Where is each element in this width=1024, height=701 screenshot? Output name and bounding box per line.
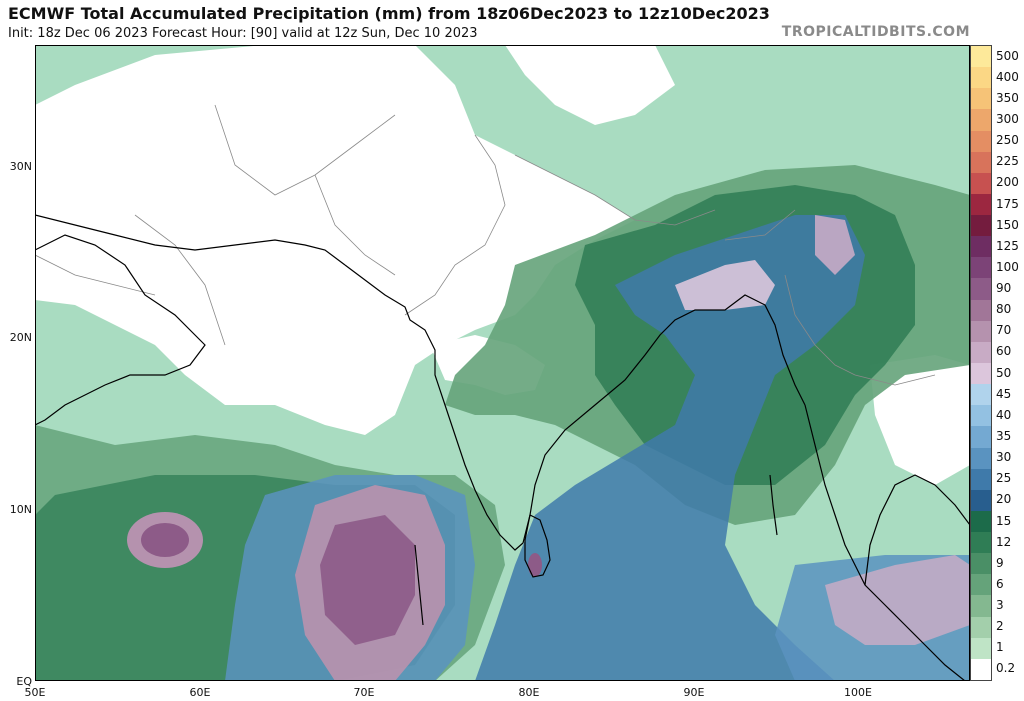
colorbar-segment <box>971 384 991 406</box>
colorbar-level-label: 225 <box>996 154 1019 169</box>
colorbar-segment <box>971 151 991 174</box>
colorbar-segment <box>971 236 991 258</box>
colorbar-level-label: 6 <box>996 576 1004 591</box>
colorbar-level-label: 0.2 <box>996 661 1016 676</box>
colorbar-level-label: 3 <box>996 598 1004 613</box>
precip-heavy-northeast <box>815 215 855 275</box>
colorbar-level-label: 400 <box>996 69 1019 84</box>
lon-label-90e: 90E <box>683 686 705 699</box>
colorbar-segment <box>971 215 991 237</box>
colorbar-segment <box>971 257 991 279</box>
colorbar-level-label: 40 <box>996 407 1012 422</box>
colorbar-segment <box>971 532 991 554</box>
colorbar-level-label: 80 <box>996 302 1012 317</box>
source-credit: TROPICALTIDBITS.COM <box>781 24 970 40</box>
map-title: ECMWF Total Accumulated Precipitation (m… <box>8 4 770 23</box>
lon-label-100e: 100E <box>844 686 872 699</box>
colorbar-segment <box>971 447 991 470</box>
colorbar-level-label: 175 <box>996 196 1019 211</box>
lat-label-20n: 20N <box>9 331 32 344</box>
colorbar-level-label: 30 <box>996 450 1012 465</box>
colorbar-segment <box>971 363 991 385</box>
colorbar-level-label: 100 <box>996 259 1019 274</box>
colorbar-level-label: 300 <box>996 111 1019 126</box>
precip-colorbar <box>970 45 992 681</box>
colorbar-level-label: 12 <box>996 534 1012 549</box>
lat-label-30n: 30N <box>9 160 32 173</box>
colorbar-segment <box>971 510 991 533</box>
colorbar-segment <box>971 109 991 132</box>
colorbar-level-label: 20 <box>996 492 1012 507</box>
colorbar-level-label: 350 <box>996 90 1019 105</box>
colorbar-level-label: 150 <box>996 217 1019 232</box>
colorbar-segment <box>971 489 991 512</box>
colorbar-segment <box>971 88 991 110</box>
dry-region-central-asia <box>505 45 675 125</box>
colorbar-level-label: 90 <box>996 281 1012 296</box>
country-borders <box>35 104 936 386</box>
colorbar-segment <box>971 426 991 449</box>
colorbar-segment <box>971 46 991 68</box>
map-subtitle: Init: 18z Dec 06 2023 Forecast Hour: [90… <box>8 26 478 41</box>
colorbar-level-label: 60 <box>996 344 1012 359</box>
precip-heavy-arabian-core <box>320 515 415 645</box>
colorbar-level-label: 200 <box>996 175 1019 190</box>
colorbar-level-label: 70 <box>996 323 1012 338</box>
colorbar-segment <box>971 658 991 681</box>
lat-label-10n: 10N <box>9 503 32 516</box>
lon-label-50e: 50E <box>24 686 46 699</box>
lat-label-eq: EQ <box>16 675 32 688</box>
lon-label-80e: 80E <box>518 686 540 699</box>
coastlines <box>35 214 970 681</box>
colorbar-level-label: 125 <box>996 238 1019 253</box>
colorbar-level-label: 2 <box>996 619 1004 634</box>
colorbar-level-label: 1 <box>996 640 1004 655</box>
precip-heavy-west-core <box>141 523 189 557</box>
colorbar-level-label: 45 <box>996 386 1012 401</box>
colorbar-level-label: 35 <box>996 428 1012 443</box>
colorbar-segment <box>971 299 991 322</box>
colorbar-level-label: 25 <box>996 471 1012 486</box>
colorbar-segment <box>971 637 991 660</box>
colorbar-level-label: 9 <box>996 555 1004 570</box>
colorbar-segment <box>971 130 991 153</box>
precip-blue-bay <box>475 215 865 681</box>
colorbar-segment <box>971 67 991 89</box>
colorbar-level-label: 250 <box>996 133 1019 148</box>
dry-region-indochina <box>870 355 970 485</box>
colorbar-segment <box>971 172 991 195</box>
colorbar-segment <box>971 616 991 639</box>
colorbar-segment <box>971 278 991 301</box>
colorbar-segment <box>971 341 991 364</box>
colorbar-segment <box>971 553 991 575</box>
precipitation-map <box>35 45 970 681</box>
colorbar-segment <box>971 405 991 427</box>
lon-label-60e: 60E <box>189 686 211 699</box>
colorbar-level-label: 500 <box>996 48 1019 63</box>
colorbar-level-label: 15 <box>996 513 1012 528</box>
lon-label-70e: 70E <box>353 686 375 699</box>
colorbar-segment <box>971 574 991 596</box>
dry-region-arabia-pakistan <box>35 45 635 435</box>
colorbar-segment <box>971 468 991 491</box>
colorbar-segment <box>971 193 991 216</box>
precip-heavy-sri-lanka <box>528 553 542 577</box>
colorbar-segment <box>971 320 991 343</box>
colorbar-level-label: 50 <box>996 365 1012 380</box>
colorbar-segment <box>971 595 991 618</box>
